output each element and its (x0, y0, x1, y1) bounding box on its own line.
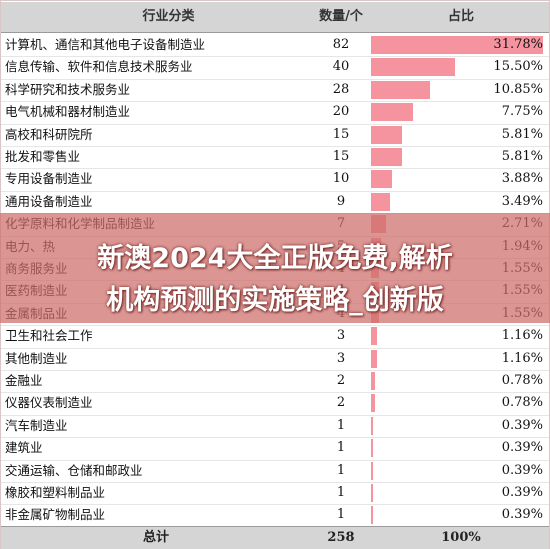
count-value: 3 (336, 350, 346, 366)
share-value: 31.78% (493, 37, 543, 52)
share-value: 5.81% (501, 126, 543, 142)
share-bar (371, 484, 374, 502)
table-row: 非金属矿物制品业 1 0.39% (1, 504, 549, 528)
table-row: 卫生和社会工作 3 1.16% (1, 325, 549, 349)
watermark-line-1: 新澳2024大全正版免费,解析 (97, 243, 453, 274)
share-value: 0.39% (501, 417, 543, 433)
share-value: 1.16% (501, 328, 543, 344)
header-count: 数量/个 (319, 9, 363, 24)
share-value: 15.50% (493, 59, 543, 75)
count-value: 1 (336, 507, 346, 523)
header-industry: 行业分类 (142, 9, 195, 24)
share-bar (371, 125, 403, 144)
share-value: 3.49% (501, 193, 543, 209)
total-count: 258 (327, 530, 355, 545)
count-value: 1 (336, 462, 346, 478)
industry-label: 信息传输、软件和信息技术服务业 (5, 59, 193, 75)
count-value: 2 (336, 395, 346, 411)
count-value: 1 (336, 417, 346, 433)
count-value: 2 (336, 373, 346, 388)
count-value: 82 (332, 37, 350, 52)
share-bar (371, 327, 378, 346)
table-row: 金融业 2 0.78% (1, 370, 549, 394)
industry-label: 通用设备制造业 (5, 193, 93, 209)
share-bar (371, 170, 392, 189)
share-bar (371, 372, 376, 390)
count-value: 1 (336, 440, 346, 456)
share-bar (371, 103, 413, 122)
table-row: 高校和科研院所 15 5.81% (1, 124, 549, 147)
table-row: 信息传输、软件和信息技术服务业 40 15.50% (1, 56, 549, 80)
industry-label: 其他制造业 (5, 350, 68, 366)
share-value: 0.39% (501, 462, 543, 478)
table-row: 通用设备制造业 9 3.49% (1, 191, 549, 215)
industry-label: 科学研究和技术服务业 (5, 81, 131, 97)
share-value: 7.75% (501, 104, 543, 120)
table-row: 其他制造业 3 1.16% (1, 348, 549, 371)
share-bar (371, 506, 374, 525)
share-bar (371, 148, 403, 166)
total-share: 100% (441, 530, 481, 545)
share-bar (371, 58, 455, 77)
table-row: 仪器仪表制造业 2 0.78% (1, 392, 549, 416)
industry-label: 高校和科研院所 (5, 126, 93, 142)
table-row: 计算机、通信和其他电子设备制造业 82 31.78% (1, 34, 549, 58)
share-bar (371, 461, 374, 480)
share-bar (371, 349, 378, 368)
table-row: 橡胶和塑料制品业 1 0.39% (1, 482, 549, 506)
table-row: 建筑业 1 0.39% (1, 437, 549, 461)
count-value: 1 (336, 485, 346, 500)
table-row: 交通运输、仓储和邮政业 1 0.39% (1, 460, 549, 483)
share-bar (371, 394, 376, 413)
watermark-line-2: 机构预测的实施策略_创新版 (106, 285, 444, 316)
count-value: 28 (332, 81, 350, 97)
industry-label: 汽车制造业 (5, 417, 68, 433)
share-value: 0.39% (501, 485, 543, 500)
total-label: 总计 (142, 530, 169, 545)
industry-label: 建筑业 (5, 440, 43, 456)
industry-label: 电气机械和器材制造业 (5, 104, 131, 120)
share-bar (371, 439, 374, 458)
share-bar (371, 80, 430, 99)
table-row: 批发和零售业 15 5.81% (1, 146, 549, 170)
industry-label: 非金属矿物制品业 (5, 507, 106, 523)
share-value: 3.88% (501, 171, 543, 187)
share-value: 0.39% (501, 440, 543, 456)
share-bar (371, 416, 374, 435)
watermark-banner (0, 213, 550, 323)
share-value: 10.85% (493, 81, 543, 97)
industry-label: 计算机、通信和其他电子设备制造业 (5, 37, 206, 52)
share-value: 5.81% (501, 149, 543, 164)
table-row: 科学研究和技术服务业 28 10.85% (1, 79, 549, 103)
table-header: 行业分类 数量/个 占比 (1, 2, 549, 33)
count-value: 20 (332, 104, 350, 120)
industry-label: 专用设备制造业 (5, 171, 93, 187)
industry-label: 交通运输、仓储和邮政业 (5, 462, 143, 478)
share-bar (371, 192, 390, 211)
industry-label: 仪器仪表制造业 (5, 395, 93, 411)
header-share: 占比 (447, 9, 474, 24)
table-row: 专用设备制造业 10 3.88% (1, 168, 549, 192)
count-value: 3 (336, 328, 346, 344)
industry-label: 金融业 (5, 373, 43, 388)
share-value: 0.78% (501, 373, 543, 388)
table-row: 汽车制造业 1 0.39% (1, 415, 549, 439)
share-value: 0.39% (501, 507, 543, 523)
total-row: 总计 258 100% (1, 526, 549, 549)
share-value: 0.78% (501, 395, 543, 411)
table-row: 电气机械和器材制造业 20 7.75% (1, 101, 549, 125)
count-value: 9 (336, 193, 346, 209)
count-value: 15 (332, 126, 350, 142)
industry-label: 批发和零售业 (5, 149, 81, 164)
industry-label: 橡胶和塑料制品业 (5, 485, 106, 500)
count-value: 15 (332, 149, 350, 164)
share-bar (371, 36, 543, 54)
count-value: 10 (332, 171, 350, 187)
count-value: 40 (332, 59, 350, 75)
share-value: 1.16% (501, 350, 543, 366)
industry-label: 卫生和社会工作 (5, 328, 93, 344)
